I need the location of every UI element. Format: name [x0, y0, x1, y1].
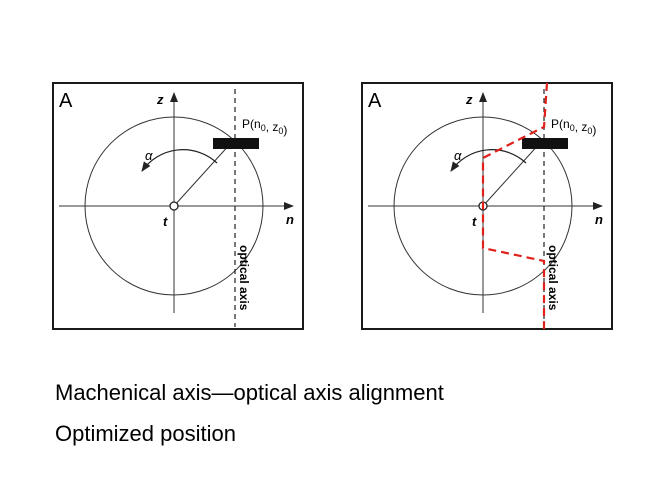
origin-label: t — [163, 214, 168, 229]
optimized-path-line — [481, 82, 549, 329]
z-axis-label: z — [156, 92, 164, 107]
panel-label: A — [59, 90, 73, 112]
angle-arrow — [450, 149, 527, 172]
angle-label: α — [454, 148, 462, 163]
sensor-block — [213, 138, 259, 149]
radius-line — [173, 142, 232, 207]
panel-label: A — [368, 90, 382, 112]
point-label: P(n0, z0) — [242, 117, 287, 137]
z-axis-label: z — [465, 92, 473, 107]
caption-optimized: Optimized position — [55, 421, 236, 446]
n-axis-label: n — [286, 212, 294, 227]
origin-point — [169, 201, 179, 211]
diagram-panel-right: A z n α t P(n0, z0) optical axis — [361, 82, 613, 330]
optical-axis-label: optical axis — [237, 245, 251, 311]
panel-frame — [361, 82, 613, 330]
diagrams-canvas: A z n α t P(n0, z0) optical axis A z n α… — [52, 82, 613, 330]
n-axis-label: n — [595, 212, 603, 227]
sensor-block — [522, 138, 568, 149]
optical-axis-label: optical axis — [546, 245, 560, 311]
origin-label: t — [472, 214, 477, 229]
panel-frame — [52, 82, 304, 330]
point-label: P(n0, z0) — [551, 117, 596, 137]
diagram-panel-left: A z n α t P(n0, z0) optical axis — [52, 82, 304, 330]
angle-label: α — [145, 148, 153, 163]
angle-arrow — [141, 149, 218, 172]
caption-alignment: Machenical axis—optical axis alignment — [55, 380, 444, 405]
radius-line — [482, 142, 541, 207]
